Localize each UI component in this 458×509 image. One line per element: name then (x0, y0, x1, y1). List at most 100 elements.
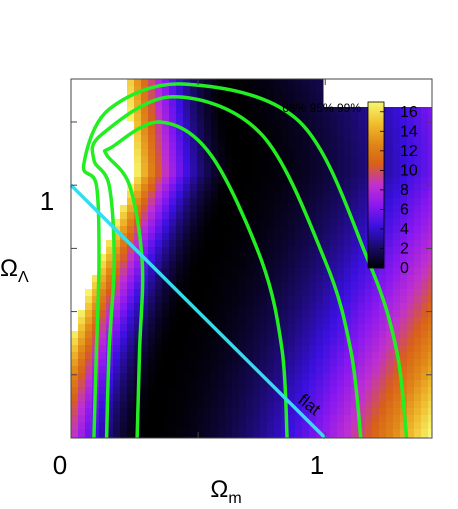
heatmap-cell (197, 436, 205, 438)
heatmap-cell (281, 289, 289, 297)
heatmap-cell (218, 121, 226, 129)
heatmap-cell (428, 296, 432, 304)
heatmap-cell (71, 359, 79, 367)
heatmap-cell (176, 212, 184, 220)
heatmap-cell (407, 191, 415, 199)
heatmap-cell (316, 100, 324, 108)
heatmap-cell (190, 233, 198, 241)
heatmap-cell (232, 156, 240, 164)
heatmap-cell (344, 415, 352, 423)
heatmap-cell (246, 303, 254, 311)
heatmap-cell (302, 135, 310, 143)
heatmap-cell (253, 310, 261, 318)
heatmap-cell (78, 338, 86, 346)
heatmap-cell (127, 86, 135, 94)
heatmap-cell (295, 268, 303, 276)
heatmap-cell (246, 415, 254, 423)
heatmap-cell (120, 254, 128, 262)
heatmap-cell (141, 79, 149, 87)
colorbar-tick-label: 6 (400, 201, 409, 218)
heatmap-cell (414, 310, 422, 318)
heatmap-cell (344, 275, 352, 283)
heatmap-cell (155, 338, 163, 346)
heatmap-cell (127, 212, 135, 220)
heatmap-cell (204, 401, 212, 409)
heatmap-cell (295, 142, 303, 150)
heatmap-cell (421, 254, 429, 262)
heatmap-cell (106, 303, 114, 311)
heatmap-cell (260, 247, 268, 255)
heatmap-cell (169, 324, 177, 332)
heatmap-cell (365, 296, 373, 304)
heatmap-cell (316, 93, 324, 101)
heatmap-cell (176, 359, 184, 367)
heatmap-cell (225, 317, 233, 325)
heatmap-cell (148, 394, 156, 402)
heatmap-cell (344, 135, 352, 143)
heatmap-cell (225, 422, 233, 430)
heatmap-cell (288, 296, 296, 304)
heatmap-cell (162, 296, 170, 304)
heatmap-cell (253, 107, 261, 115)
heatmap-cell (218, 394, 226, 402)
heatmap-cell (99, 282, 107, 290)
heatmap-cell (393, 289, 401, 297)
heatmap-cell (253, 212, 261, 220)
heatmap-cell (148, 331, 156, 339)
heatmap-cell (232, 149, 240, 157)
heatmap-cell (183, 107, 191, 115)
heatmap-cell (190, 107, 198, 115)
heatmap-cell (232, 163, 240, 171)
heatmap-cell (162, 191, 170, 199)
heatmap-cell (183, 135, 191, 143)
heatmap-cell (232, 331, 240, 339)
heatmap-cell (232, 303, 240, 311)
heatmap-cell (316, 254, 324, 262)
heatmap-cell (225, 219, 233, 227)
heatmap-cell (218, 100, 226, 108)
heatmap-cell (330, 296, 338, 304)
heatmap-cell (225, 149, 233, 157)
heatmap-cell (393, 394, 401, 402)
heatmap-cell (407, 254, 415, 262)
heatmap-cell (302, 86, 310, 94)
heatmap-cell (148, 219, 156, 227)
heatmap-cell (288, 268, 296, 276)
heatmap-cell (309, 233, 317, 241)
heatmap-cell (232, 205, 240, 213)
heatmap-cell (365, 401, 373, 409)
heatmap-cell (309, 275, 317, 283)
heatmap-cell (155, 317, 163, 325)
heatmap-cell (155, 247, 163, 255)
heatmap-cell (267, 177, 275, 185)
heatmap-cell (232, 128, 240, 136)
heatmap-cell (113, 219, 121, 227)
heatmap-cell (281, 114, 289, 122)
heatmap-cell (407, 128, 415, 136)
heatmap-cell (141, 163, 149, 171)
heatmap-cell (407, 373, 415, 381)
heatmap-cell (246, 394, 254, 402)
heatmap-cell (183, 310, 191, 318)
heatmap-cell (407, 387, 415, 395)
heatmap-cell (323, 366, 331, 374)
heatmap-cell (414, 345, 422, 353)
heatmap-cell (274, 170, 282, 178)
heatmap-cell (204, 345, 212, 353)
heatmap-cell (169, 149, 177, 157)
heatmap-cell (351, 170, 359, 178)
heatmap-cell (239, 303, 247, 311)
heatmap-cell (260, 317, 268, 325)
heatmap-cell (274, 345, 282, 353)
heatmap-cell (379, 415, 387, 423)
heatmap-cell (239, 394, 247, 402)
heatmap-cell (302, 317, 310, 325)
heatmap-cell (260, 366, 268, 374)
heatmap-cell (120, 345, 128, 353)
heatmap-cell (295, 219, 303, 227)
heatmap-cell (260, 387, 268, 395)
heatmap-cell (267, 128, 275, 136)
heatmap-cell (421, 163, 429, 171)
heatmap-cell (365, 268, 373, 276)
heatmap-cell (218, 156, 226, 164)
